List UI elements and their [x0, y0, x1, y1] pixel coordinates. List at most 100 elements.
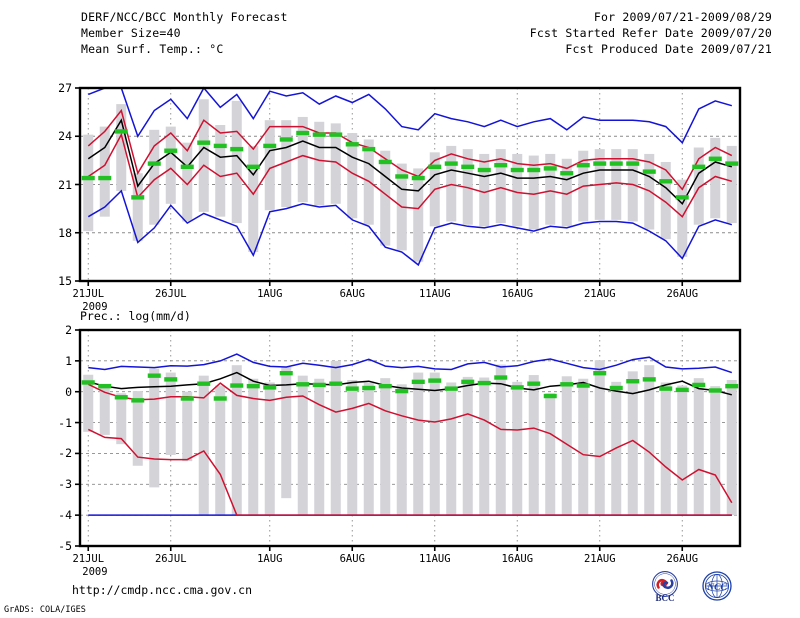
x-tick-label: 11AUG — [418, 288, 451, 300]
x-tick-label: 6AUG — [339, 288, 365, 300]
x-tick-label: 16AUG — [501, 553, 534, 565]
x-tick-label: 26JUL — [154, 553, 187, 565]
y-tick-label: 15 — [58, 274, 72, 288]
grads-credit: GrADS: COLA/IGES — [4, 605, 86, 615]
series-ensemble-min — [87, 189, 733, 267]
spread-bar — [198, 99, 209, 212]
y-tick-label: -1 — [58, 415, 72, 430]
spread-bar — [528, 375, 539, 516]
spread-bar — [248, 145, 259, 253]
spread-bar — [231, 365, 242, 516]
median-markers — [81, 129, 739, 200]
spread-bar — [495, 364, 506, 516]
spread-bar — [660, 382, 671, 516]
x-tick-label: 11AUG — [418, 553, 451, 565]
spread-bar — [710, 386, 721, 516]
spread-bar — [545, 153, 556, 225]
spread-bar — [528, 155, 539, 230]
y-tick-label: 27 — [58, 81, 72, 95]
spread-bar — [446, 382, 457, 516]
spread-bar — [594, 360, 605, 516]
spread-bar — [83, 134, 94, 232]
spread-bar — [182, 142, 193, 222]
spread-bar — [314, 121, 325, 206]
ncc-logo: NCC — [695, 570, 739, 604]
spread-bar — [644, 365, 655, 516]
spread-bar — [99, 126, 110, 217]
series-ensemble-max — [88, 353, 733, 374]
spread-bar — [561, 376, 572, 516]
x-tick-label: 21JUL — [72, 553, 105, 565]
spread-bar — [413, 168, 424, 262]
panel-precipitation — [75, 328, 742, 551]
spread-bar — [132, 173, 143, 241]
spread-bar — [660, 161, 671, 240]
y-tick-label: 1 — [65, 353, 72, 368]
forecast-title: DERF/NCC/BCC Monthly Forecast — [81, 10, 288, 24]
produced-date-label: Fcst Produced Date 2009/07/21 — [565, 42, 772, 56]
x-tick-label: 26JUL — [154, 288, 187, 300]
spread-bar — [512, 381, 523, 516]
svg-text:BCC: BCC — [655, 593, 674, 603]
spread-bar — [429, 372, 440, 516]
spread-bar — [231, 100, 242, 224]
median-markers — [81, 371, 739, 403]
x-tick-label: 6AUG — [339, 553, 365, 565]
series-ensemble-max — [88, 86, 733, 144]
spread-bar — [182, 391, 193, 462]
spread-bar — [693, 378, 704, 516]
spread-bar — [545, 393, 556, 516]
series-mean — [87, 118, 733, 206]
spread-bar — [462, 149, 473, 225]
spread-bar — [446, 145, 457, 222]
y-tick-label: 2 — [65, 323, 72, 337]
series-25th-percentile — [87, 132, 733, 218]
variable-label-precipitation: Prec.: log(mm/d) — [80, 309, 191, 323]
y-tick-label: -5 — [58, 539, 72, 553]
source-url[interactable]: http://cmdp.ncc.cma.gov.cn — [72, 583, 253, 597]
y-tick-label: -2 — [58, 446, 72, 461]
bcc-logo: BCC — [643, 570, 687, 604]
spread-bar — [248, 378, 259, 516]
spread-bar — [347, 379, 358, 516]
x-tick-label: 21AUG — [583, 553, 616, 565]
spread-bar — [479, 153, 490, 227]
spread-bar — [116, 104, 127, 191]
spread-bar — [198, 375, 209, 516]
x-tick-label: 26AUG — [666, 288, 699, 300]
spread-bar — [512, 153, 523, 227]
x-tick-label: 1AUG — [257, 288, 283, 300]
agency-logos: BCC NCC — [643, 570, 753, 604]
spread-bar — [380, 150, 391, 246]
series-25th-percentile — [87, 382, 733, 504]
spread-bar — [281, 120, 292, 208]
spread-bar — [264, 382, 275, 516]
spread-bar — [578, 378, 589, 516]
spread-bar — [215, 124, 226, 217]
spread-bar — [396, 384, 407, 516]
spread-bar — [677, 179, 688, 257]
spread-bar — [347, 133, 358, 219]
spread-bar — [726, 379, 737, 516]
panel-temperature — [75, 86, 742, 286]
spread-bar — [380, 378, 391, 516]
refer-date-label: Fcst Started Refer Date 2009/07/20 — [529, 26, 772, 40]
x-tick-label: 16AUG — [501, 288, 534, 300]
spread-bar — [132, 391, 143, 466]
spread-bar — [215, 385, 226, 516]
spread-bar — [495, 149, 506, 224]
y-tick-label: 24 — [58, 129, 72, 144]
series-mean — [88, 371, 732, 396]
spread-bar — [149, 129, 160, 225]
member-size-label: Member Size=40 — [81, 26, 181, 40]
x-axis-year-label: 2009 — [82, 566, 108, 578]
spread-bar — [330, 360, 341, 516]
spread-bar — [297, 375, 308, 516]
y-tick-label: -3 — [58, 477, 72, 492]
spread-bar — [83, 374, 94, 432]
spread-bar — [363, 382, 374, 516]
spread-bar — [627, 371, 638, 516]
svg-text:NCC: NCC — [706, 583, 727, 593]
series-75th-percentile — [87, 108, 733, 191]
variable-label-temperature: Mean Surf. Temp.: °C — [81, 42, 224, 56]
